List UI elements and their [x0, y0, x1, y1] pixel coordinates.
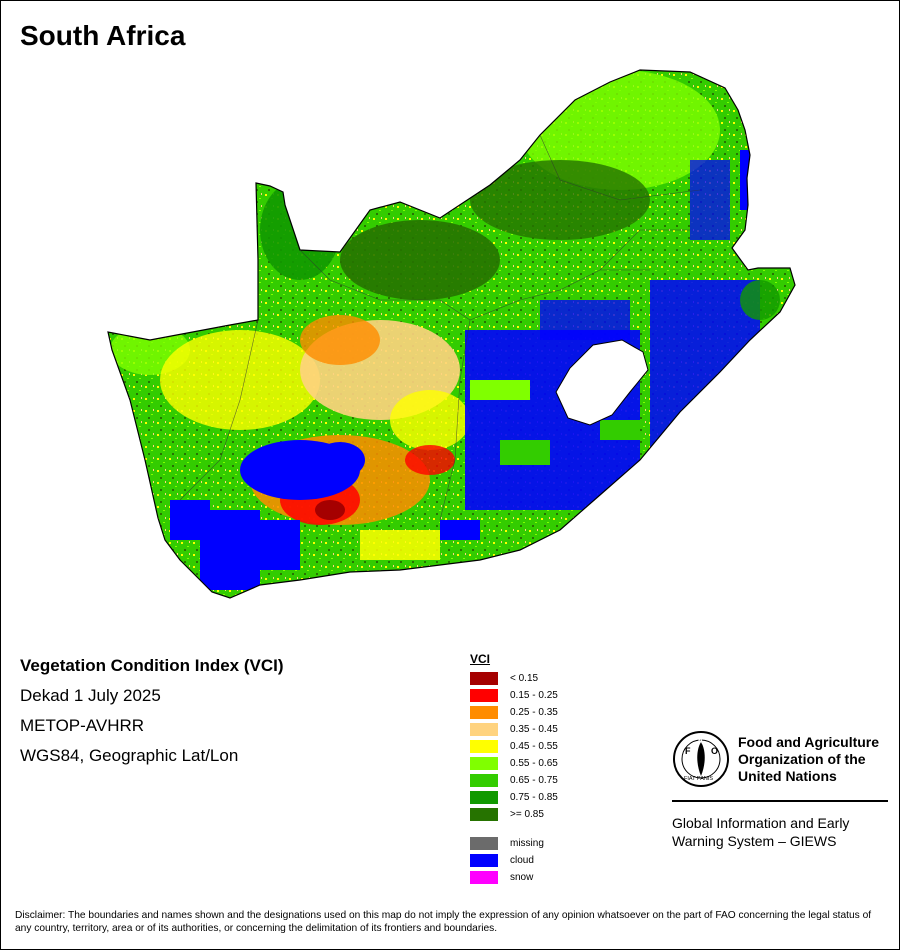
emblem-letter-a: A	[697, 736, 704, 746]
giews-line-2: Warning System – GIEWS	[672, 833, 837, 849]
legend-swatch	[470, 871, 498, 884]
emblem-motto: FIAT PANIS	[684, 776, 713, 782]
legend-swatch	[470, 723, 498, 736]
legend-label: 0.25 - 0.35	[510, 707, 558, 718]
legend-swatch	[470, 757, 498, 770]
product-name: Vegetation Condition Index (VCI)	[20, 656, 284, 675]
map-info: Vegetation Condition Index (VCI) Dekad 1…	[20, 656, 284, 776]
legend-item: 0.25 - 0.35	[470, 704, 558, 721]
legend-swatch	[470, 706, 498, 719]
legend-swatch	[470, 808, 498, 821]
legend-label: 0.45 - 0.55	[510, 741, 558, 752]
projection-info: WGS84, Geographic Lat/Lon	[20, 746, 239, 765]
legend-item: cloud	[470, 852, 534, 869]
giews-name: Global Information and Early Warning Sys…	[672, 814, 849, 850]
map-title: South Africa	[20, 20, 186, 51]
legend-label: 0.35 - 0.45	[510, 724, 558, 735]
legend-item: 0.75 - 0.85	[470, 789, 558, 806]
legend-label: cloud	[510, 855, 534, 866]
legend-item: 0.15 - 0.25	[470, 687, 558, 704]
legend-label: missing	[510, 838, 544, 849]
legend-swatch	[470, 774, 498, 787]
legend-label: 0.65 - 0.75	[510, 775, 558, 786]
legend-item: >= 0.85	[470, 806, 544, 823]
logo-divider	[672, 800, 888, 802]
legend-item: 0.35 - 0.45	[470, 721, 558, 738]
legend-item: missing	[470, 835, 544, 852]
legend-label: < 0.15	[510, 673, 539, 684]
legend-item: snow	[470, 869, 533, 886]
org-line-2: Organization of the	[738, 751, 866, 767]
legend-item: 0.65 - 0.75	[470, 772, 558, 789]
organization-name: Food and Agriculture Organization of the…	[738, 734, 879, 785]
legend: VCI < 0.15 0.15 - 0.25 0.25 - 0.35 0.35 …	[470, 652, 558, 886]
legend-swatch	[470, 791, 498, 804]
legend-item: < 0.15	[470, 670, 538, 687]
legend-title: VCI	[470, 652, 491, 666]
legend-swatch	[470, 854, 498, 867]
giews-line-1: Global Information and Early	[672, 815, 850, 831]
legend-label: 0.15 - 0.25	[510, 690, 558, 701]
legend-spacer	[470, 823, 490, 835]
legend-swatch	[470, 689, 498, 702]
sensor-name: METOP-AVHRR	[20, 716, 145, 735]
legend-swatch	[470, 740, 498, 753]
emblem-letter-o: O	[711, 746, 718, 756]
legend-swatch	[470, 837, 498, 850]
south-africa-vci-map	[107, 69, 796, 599]
legend-label: snow	[510, 872, 534, 883]
legend-label: 0.75 - 0.85	[510, 792, 558, 803]
legend-item: 0.45 - 0.55	[470, 738, 558, 755]
legend-label: 0.55 - 0.65	[510, 758, 558, 769]
disclaimer: Disclaimer: The boundaries and names sho…	[15, 910, 872, 934]
emblem-letter-f: F	[685, 746, 691, 756]
dekad-date: Dekad 1 July 2025	[20, 686, 161, 705]
org-line-1: Food and Agriculture	[738, 734, 880, 750]
fao-emblem-icon: F A O FIAT PANIS	[673, 731, 729, 787]
legend-item: 0.55 - 0.65	[470, 755, 558, 772]
legend-label: >= 0.85	[510, 809, 544, 820]
legend-swatch	[470, 672, 498, 685]
org-line-3: United Nations	[738, 768, 837, 784]
